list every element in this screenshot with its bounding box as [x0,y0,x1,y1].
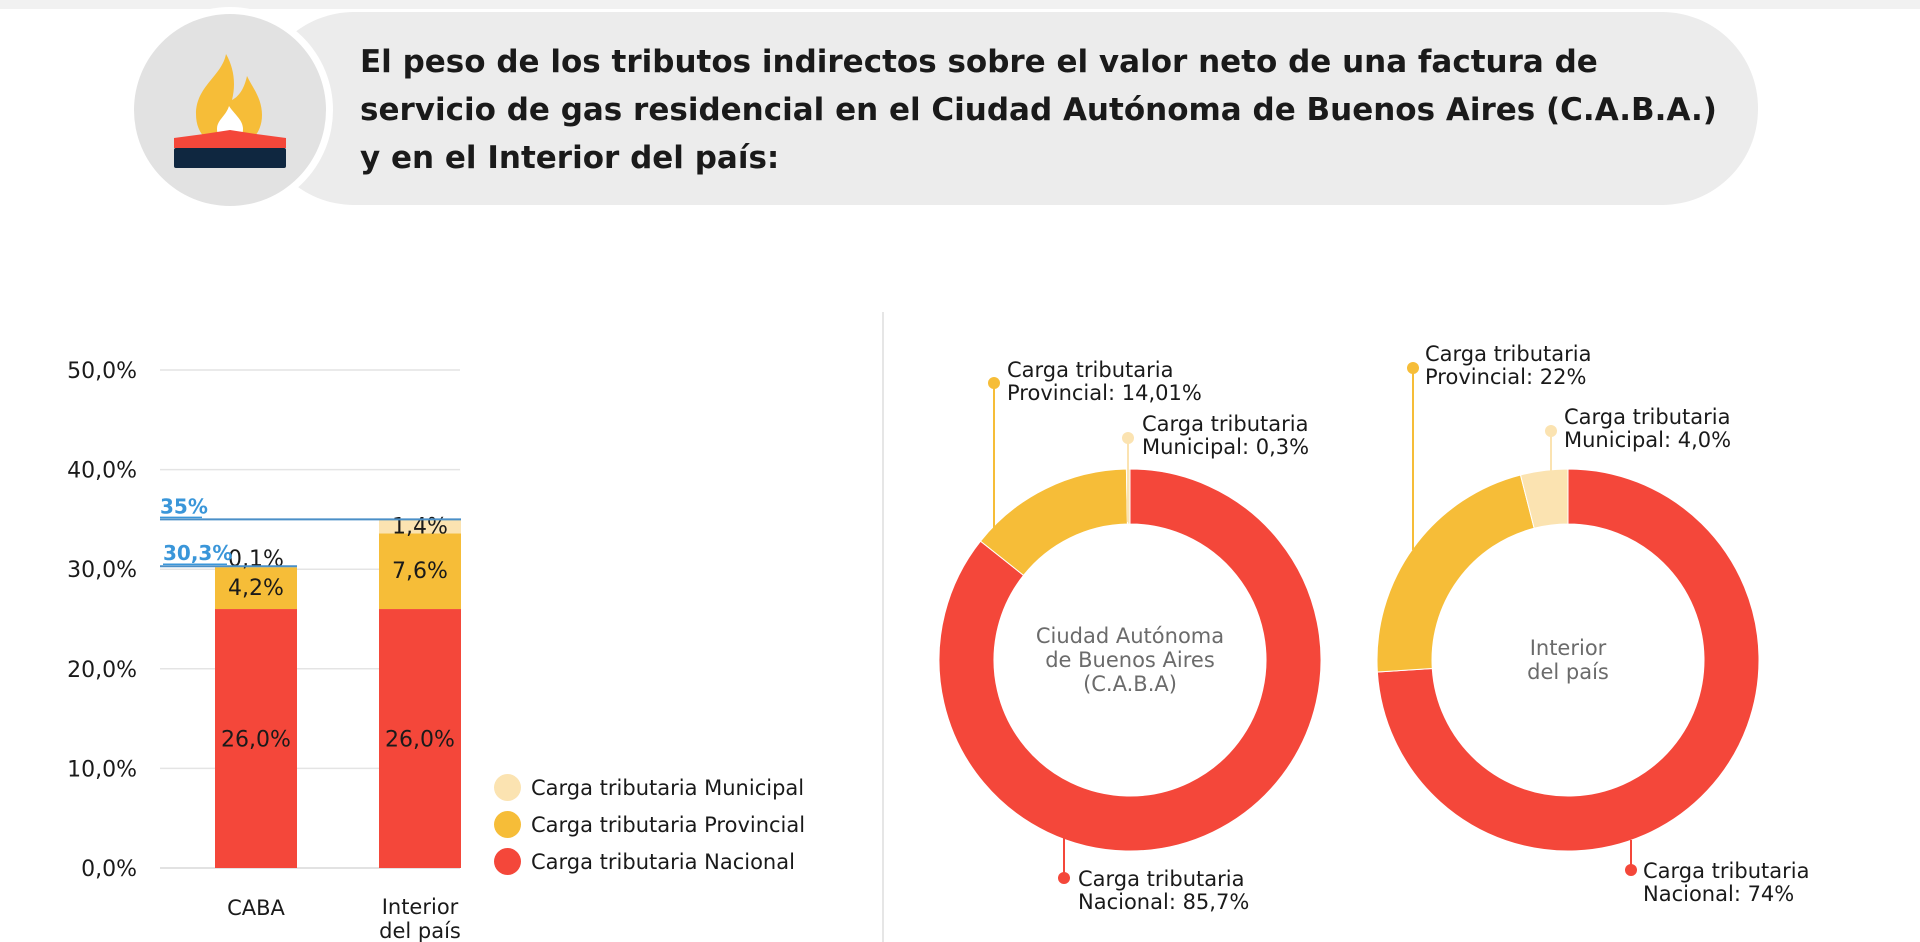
legend-item-provincial: Carga tributaria Provincial [494,806,805,843]
slice-label-municipal-interior-1: Municipal: 4,0% [1564,428,1731,452]
legend-label-provincial: Carga tributaria Provincial [531,812,806,837]
legend-swatch-nacional [494,848,521,875]
x-tick-label-caba: CABA [227,896,285,920]
slice-label-provincial-caba-1: Provincial: 14,01% [1007,381,1202,405]
legend-swatch-municipal [494,774,521,801]
slice-provincial-interior [1376,474,1535,673]
data-label-nacional-interior: 26,0% [385,728,455,753]
data-label-provincial-caba: 4,2% [228,576,284,601]
center-label-caba-1: de Buenos Aires [1045,648,1215,672]
bar-provincial-caba [215,567,297,610]
slice-label-nacional-interior-0: Carga tributaria [1643,859,1809,883]
slice-label-nacional-caba-0: Carga tributaria [1078,867,1244,891]
slice-label-provincial-interior-1: Provincial: 22% [1425,365,1586,389]
total-label-caba: 30,3% [163,541,232,565]
title-part-3: Ciudad Autónoma de Buenos Aires (C.A.B.A… [931,92,1717,128]
slice-label-nacional-interior-1: Nacional: 74% [1643,882,1794,906]
center-label-caba-0: Ciudad Autónoma [1036,624,1224,648]
slice-label-municipal-caba-0: Carga tributaria [1142,412,1308,436]
data-label-nacional-caba: 26,0% [221,728,291,753]
x-tick-label-interior-line2: del país [379,919,461,942]
title-part-5: Interior del país: [487,140,780,176]
leader-dot-provincial-caba [988,377,1000,389]
center-label-interior-0: Interior [1530,636,1607,660]
y-tick-label: 0,0% [81,857,137,882]
top-rule [0,0,1920,9]
title-part-2: sobre el valor neto de una factura de se… [360,44,1598,128]
bar-municipal-interior [379,519,461,534]
title-part-4: y en el [360,140,488,176]
data-label-municipal-caba: 0,1% [228,547,284,572]
slice-label-nacional-caba-1: Nacional: 85,7% [1078,890,1249,914]
bar-provincial-interior [379,533,461,610]
total-label-interior: 35% [160,494,208,518]
title-part-0: El peso de los [360,44,612,80]
y-tick-label: 10,0% [67,757,137,782]
stacked-bar-chart: 0,0% 10,0% 20,0% 30,0% 40,0% 50,0% 26,0% 4,2% 0,… [67,359,461,942]
bar-nacional-caba [215,609,297,868]
legend-item-municipal: Carga tributaria Municipal [494,769,805,806]
data-label-provincial-interior: 7,6% [392,559,448,584]
leader-dot-provincial-interior [1407,362,1419,374]
legend-swatch-provincial [494,811,521,838]
slice-label-provincial-interior-0: Carga tributaria [1425,342,1591,366]
slice-label-municipal-interior-0: Carga tributaria [1564,405,1730,429]
bar-nacional-interior [379,609,461,868]
center-label-caba-2: (C.A.B.A) [1083,672,1177,696]
legend-label-municipal: Carga tributaria Municipal [531,775,805,800]
x-tick-label-interior-line1: Interior [382,895,459,919]
y-tick-label: 20,0% [67,658,137,683]
y-tick-label: 30,0% [67,558,137,583]
leader-dot-municipal-interior [1545,425,1557,437]
slice-nacional-interior [1376,468,1760,852]
gas-flame-icon [134,14,326,206]
leader-dot-municipal-caba [1122,432,1134,444]
title-banner [258,12,1758,205]
slice-municipal-interior [1519,468,1569,529]
data-label-municipal-interior: 1,4% [392,514,448,539]
legend-item-nacional: Carga tributaria Nacional [494,843,805,880]
bar-chart-legend: Carga tributaria Municipal Carga tributa… [494,769,805,880]
page-title: El peso de los tributos indirectos sobre… [360,38,1730,182]
slice-label-provincial-caba-0: Carga tributaria [1007,358,1173,382]
slice-label-municipal-caba-1: Municipal: 0,3% [1142,435,1309,459]
legend-label-nacional: Carga tributaria Nacional [531,849,795,874]
title-part-1: tributos indirectos [611,44,937,80]
leader-dot-nacional-interior [1625,864,1637,876]
y-tick-label: 50,0% [67,359,137,384]
y-tick-label: 40,0% [67,459,137,484]
chart-divider [882,312,884,942]
slice-nacional-caba [938,468,1322,852]
center-label-interior-1: del país [1527,660,1609,684]
leader-dot-nacional-caba [1058,872,1070,884]
